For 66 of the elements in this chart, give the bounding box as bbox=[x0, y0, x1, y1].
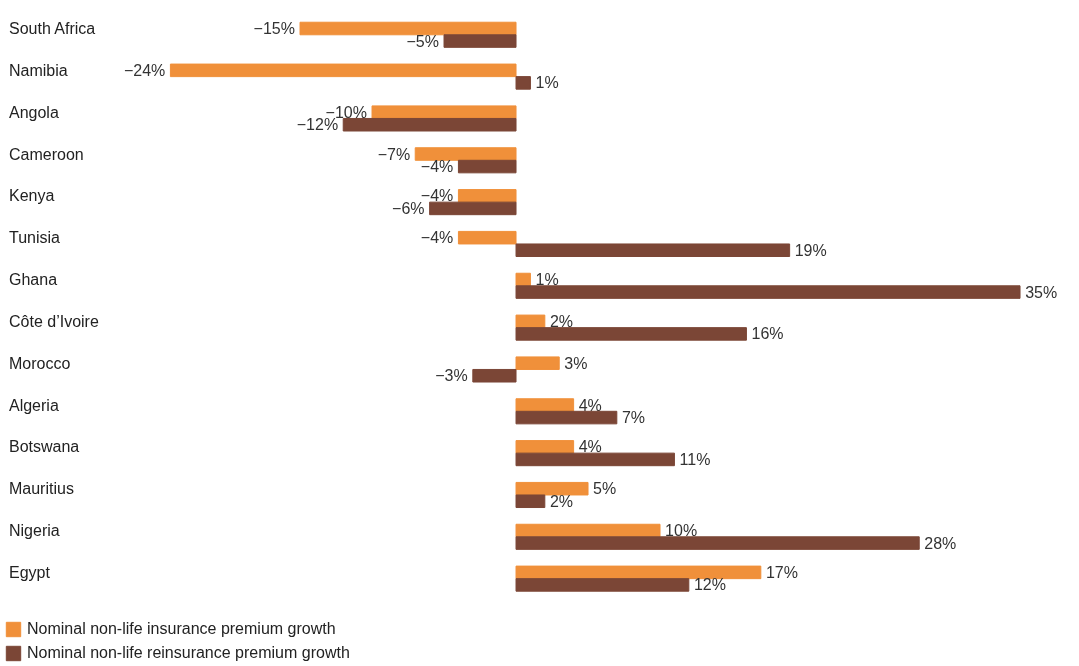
data-label: 10% bbox=[665, 522, 698, 540]
bar bbox=[515, 565, 762, 580]
legend-label: Nominal non-life reinsurance premium growth bbox=[27, 644, 350, 662]
y-tick-label: South Africa bbox=[9, 20, 96, 38]
data-label: −4% bbox=[420, 229, 454, 247]
bar bbox=[515, 327, 747, 341]
y-tick-label: Angola bbox=[9, 103, 59, 121]
bar bbox=[371, 105, 517, 119]
y-tick-label: Morocco bbox=[9, 354, 71, 372]
bar bbox=[457, 230, 517, 245]
data-label: −5% bbox=[406, 32, 439, 50]
data-label: −3% bbox=[435, 367, 468, 385]
data-label: 4% bbox=[578, 438, 602, 456]
bar bbox=[169, 63, 517, 78]
bar bbox=[515, 314, 546, 329]
bar bbox=[515, 452, 675, 467]
y-tick-label: Namibia bbox=[9, 61, 68, 79]
data-label: 19% bbox=[794, 241, 827, 259]
y-tick-label: Botswana bbox=[9, 438, 80, 456]
data-label: 2% bbox=[549, 312, 574, 330]
bar bbox=[515, 481, 589, 496]
data-label: −12% bbox=[296, 116, 339, 134]
data-label: −4% bbox=[420, 158, 454, 176]
bar bbox=[515, 76, 531, 90]
bar bbox=[515, 578, 690, 592]
bar bbox=[515, 536, 920, 550]
bar bbox=[515, 285, 1021, 299]
data-label: 16% bbox=[751, 325, 784, 343]
y-tick-label: Côte d’Ivoire bbox=[9, 312, 99, 330]
data-label: 17% bbox=[765, 563, 798, 581]
data-label: 7% bbox=[621, 409, 646, 427]
y-tick-label: Tunisia bbox=[9, 229, 61, 247]
bar bbox=[515, 356, 560, 370]
data-label: 4% bbox=[578, 396, 602, 414]
bar bbox=[515, 243, 791, 258]
bar bbox=[515, 272, 531, 287]
y-tick-label: Kenya bbox=[9, 187, 55, 205]
data-label: 35% bbox=[1025, 283, 1058, 301]
data-label: 28% bbox=[924, 534, 957, 552]
bar bbox=[342, 117, 517, 132]
data-label: −15% bbox=[253, 20, 295, 38]
y-tick-label: Mauritius bbox=[9, 480, 74, 498]
y-tick-label: Cameroon bbox=[9, 145, 84, 163]
data-label: −24% bbox=[123, 61, 166, 79]
bar bbox=[515, 398, 575, 412]
y-tick-label: Egypt bbox=[9, 563, 51, 581]
data-label: 1% bbox=[535, 271, 559, 289]
data-label: 5% bbox=[593, 480, 617, 498]
bar bbox=[515, 410, 618, 425]
data-label: 3% bbox=[564, 354, 588, 372]
bar bbox=[515, 494, 546, 509]
data-label: 12% bbox=[693, 576, 726, 594]
legend-label: Nominal non-life insurance premium growth bbox=[27, 620, 336, 638]
bar bbox=[443, 34, 517, 48]
bar bbox=[457, 159, 517, 174]
y-tick-label: Nigeria bbox=[9, 522, 60, 540]
y-tick-label: Ghana bbox=[9, 271, 58, 289]
bar bbox=[414, 147, 517, 161]
data-label: 11% bbox=[679, 450, 711, 468]
bar bbox=[429, 201, 517, 216]
data-label: −7% bbox=[377, 145, 411, 163]
data-label: 1% bbox=[535, 74, 559, 92]
data-label: 2% bbox=[549, 492, 574, 510]
bar bbox=[472, 368, 517, 383]
y-tick-label: Algeria bbox=[9, 396, 59, 414]
bar bbox=[299, 21, 517, 36]
